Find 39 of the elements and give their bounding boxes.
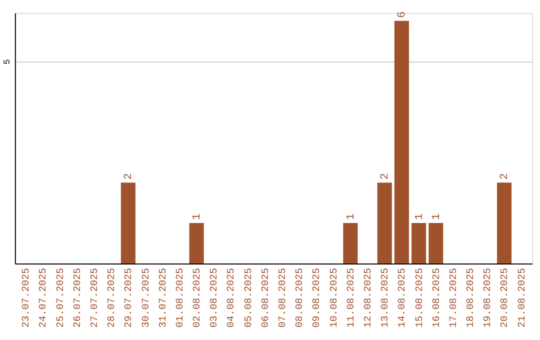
x-tick-label: 03.08.2025: [208, 268, 220, 328]
x-tick-label: 25.07.2025: [54, 268, 66, 328]
x-tick-label: 10.08.2025: [328, 268, 340, 328]
data-label: 1: [345, 213, 358, 220]
data-label: 1: [430, 213, 443, 220]
x-tick-label: 16.08.2025: [430, 268, 442, 328]
x-tick-label: 15.08.2025: [414, 268, 425, 328]
x-tick-label: 11.08.2025: [345, 268, 356, 328]
x-tick-label: 20.08.2025: [499, 268, 510, 328]
x-tick-label: 13.08.2025: [380, 268, 391, 328]
x-tick-label: 23.07.2025: [20, 268, 32, 328]
x-tick-label: 28.07.2025: [106, 268, 118, 328]
x-tick-label: 05.08.2025: [242, 268, 254, 328]
x-tick-label: 18.08.2025: [465, 268, 476, 328]
data-label: 2: [380, 173, 392, 180]
x-tick-label: 07.08.2025: [277, 268, 288, 328]
x-tick-label: 30.07.2025: [140, 268, 152, 328]
data-label: 1: [414, 213, 426, 220]
data-label: 2: [499, 173, 512, 180]
data-label: 1: [192, 213, 204, 220]
x-tick-label: 06.08.2025: [260, 268, 271, 328]
x-tick-label: 02.08.2025: [192, 268, 203, 328]
x-tick-label: 26.07.2025: [72, 268, 83, 328]
x-tick-label: 04.08.2025: [226, 268, 237, 328]
x-tick-label: 21.08.2025: [516, 268, 528, 328]
x-tick-label: 14.08.2025: [396, 268, 408, 328]
x-tick-label: 08.08.2025: [294, 268, 306, 328]
x-tick-label: 09.08.2025: [311, 268, 322, 328]
x-tick-label: 19.08.2025: [482, 268, 494, 328]
x-tick-label: 29.07.2025: [123, 268, 134, 328]
y-tick-label: 5: [2, 59, 12, 65]
x-tick-label: 17.08.2025: [448, 268, 459, 328]
x-tick-label: 24.07.2025: [38, 268, 49, 328]
x-tick-label: 27.07.2025: [88, 268, 100, 328]
x-tick-label: 01.08.2025: [174, 268, 186, 328]
x-tick-label: 12.08.2025: [362, 268, 374, 328]
x-tick-label: 31.07.2025: [157, 268, 168, 328]
data-label: 2: [123, 173, 136, 180]
data-label: 6: [396, 11, 409, 18]
